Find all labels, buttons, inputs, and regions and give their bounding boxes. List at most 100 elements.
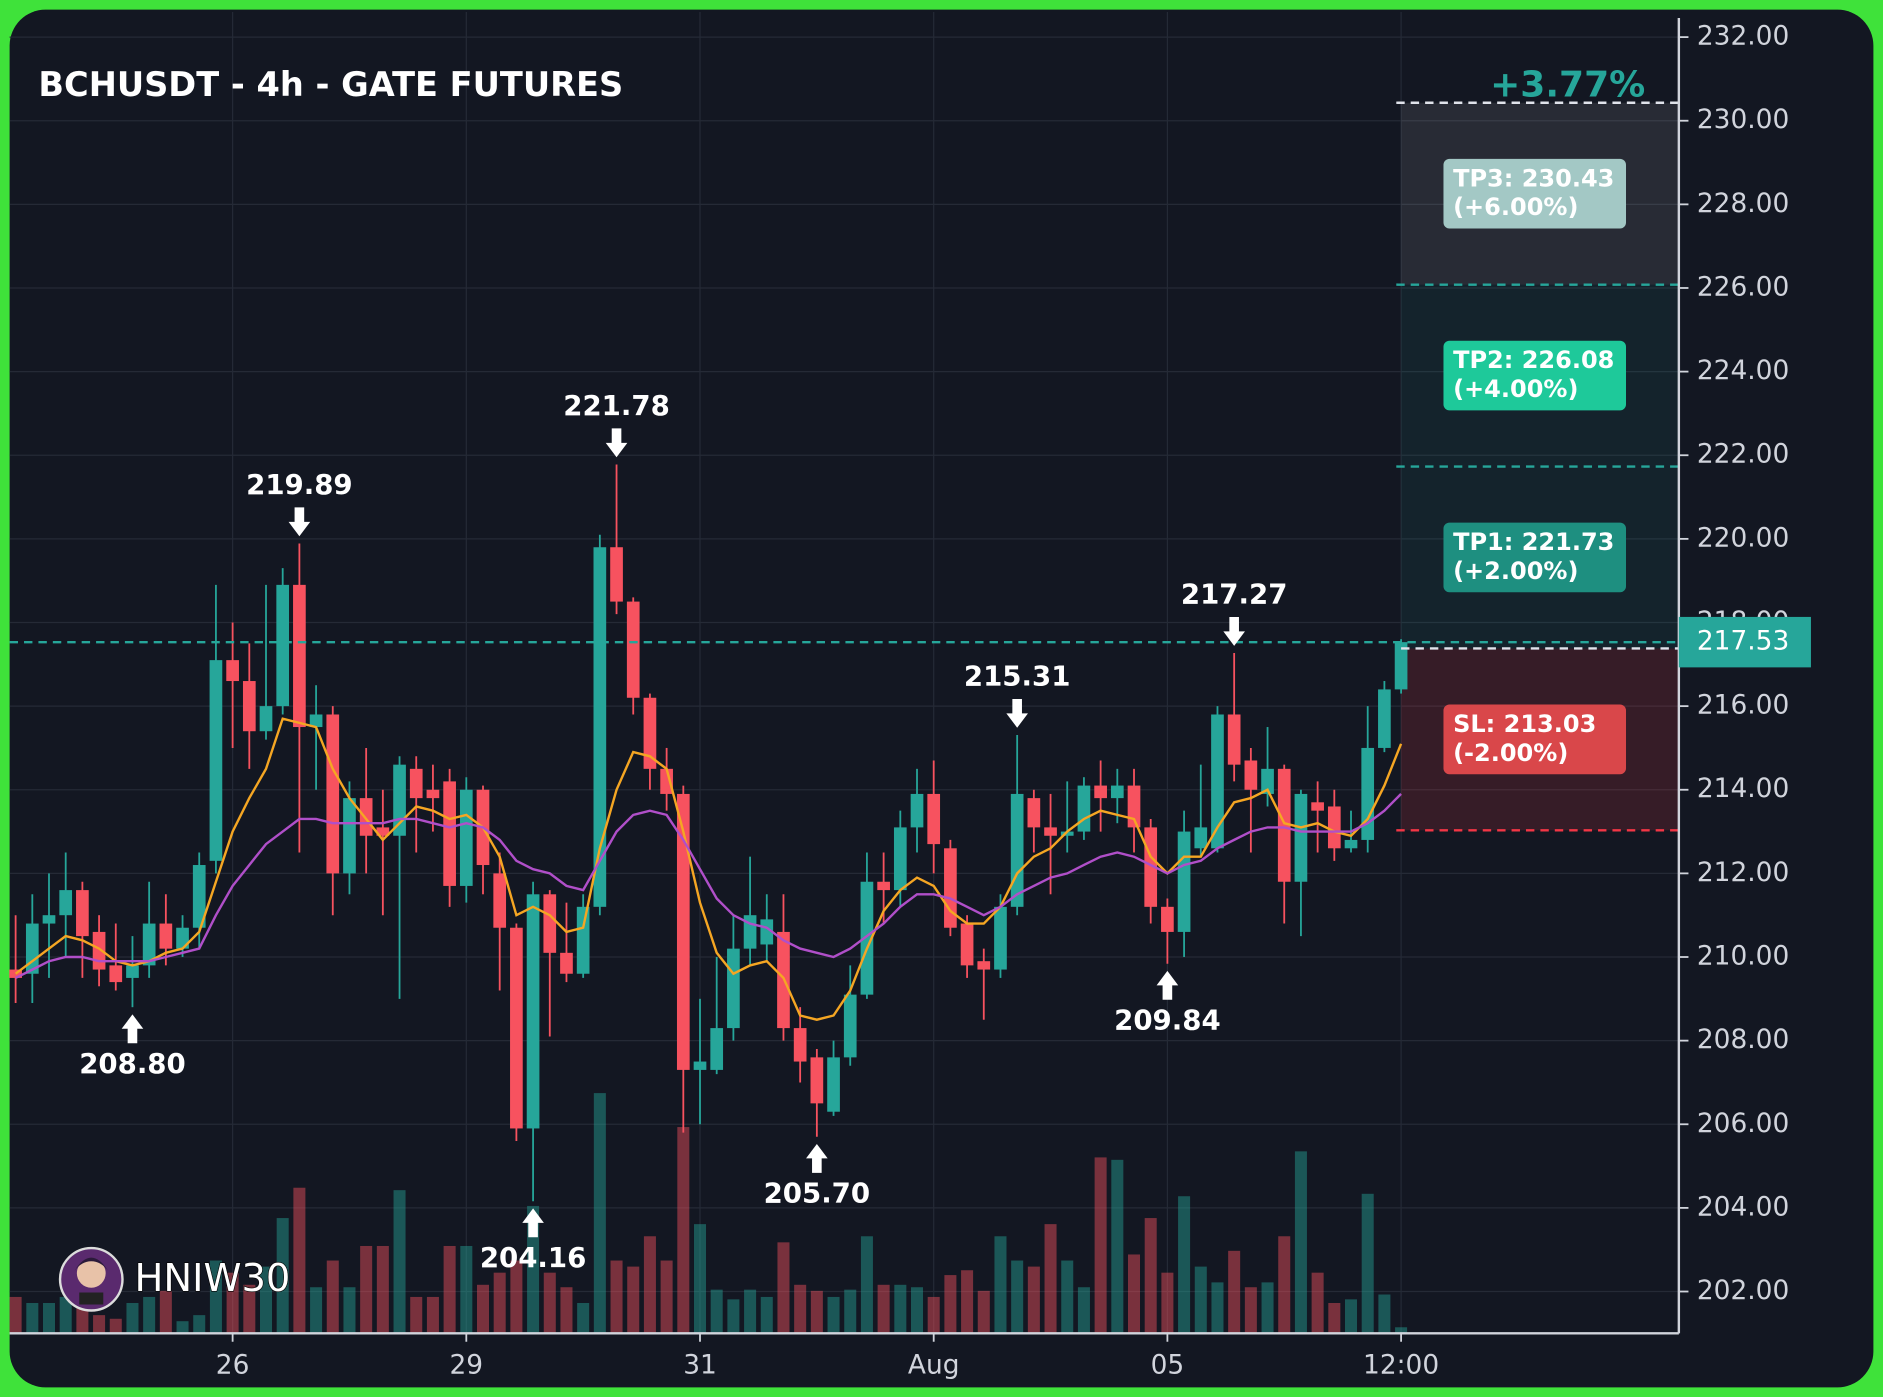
candle-body bbox=[927, 793, 941, 845]
volume-bar bbox=[443, 1245, 456, 1334]
annotation-label: 219.89 bbox=[246, 468, 353, 501]
candle-body bbox=[1227, 714, 1241, 765]
volume-bar bbox=[1228, 1250, 1241, 1334]
candle-body bbox=[1344, 839, 1358, 849]
volume-bar bbox=[1345, 1299, 1358, 1334]
volume-bar bbox=[1077, 1287, 1090, 1334]
y-tick-label: 216.00 bbox=[1697, 690, 1789, 721]
candle-body bbox=[960, 923, 974, 966]
candle-body bbox=[76, 890, 89, 937]
volume-bar bbox=[944, 1275, 957, 1334]
volume-bar bbox=[376, 1245, 389, 1334]
volume-bar bbox=[326, 1260, 339, 1334]
volume-bar bbox=[660, 1260, 673, 1334]
candle-body bbox=[126, 965, 139, 978]
volume-bar bbox=[827, 1296, 840, 1334]
volume-bar bbox=[360, 1245, 373, 1334]
volume-bar bbox=[1111, 1159, 1124, 1334]
last-price-label: 217.53 bbox=[1697, 626, 1789, 657]
volume-bar bbox=[577, 1303, 590, 1334]
candle-body bbox=[593, 547, 607, 907]
candle-body bbox=[42, 915, 56, 924]
candle-body bbox=[192, 865, 206, 928]
candle-body bbox=[59, 890, 73, 916]
target-label: TP2: 226.08 bbox=[1453, 346, 1614, 374]
chart-panel bbox=[9, 9, 1874, 1388]
volume-bar bbox=[460, 1245, 473, 1334]
volume-bar bbox=[927, 1296, 940, 1334]
candle-body bbox=[676, 793, 690, 1070]
candle-body bbox=[1378, 689, 1391, 748]
volume-bar bbox=[961, 1270, 974, 1334]
candle-body bbox=[1060, 831, 1074, 836]
volume-bar bbox=[527, 1205, 540, 1334]
volume-bar bbox=[844, 1289, 857, 1334]
candle-body bbox=[693, 1061, 707, 1070]
y-tick-label: 224.00 bbox=[1697, 355, 1789, 386]
candle-body bbox=[293, 584, 306, 728]
candle-body bbox=[643, 697, 657, 769]
candle-body bbox=[610, 547, 623, 602]
candle-body bbox=[626, 601, 640, 698]
volume-bar bbox=[176, 1321, 189, 1334]
candle-body bbox=[1311, 802, 1324, 811]
target-percent: (+2.00%) bbox=[1453, 557, 1578, 585]
watermark-avatar bbox=[58, 1246, 124, 1312]
volume-bar bbox=[426, 1296, 439, 1334]
candle-body bbox=[1211, 714, 1224, 849]
last-price-box bbox=[1678, 616, 1811, 668]
candle-body bbox=[426, 789, 440, 799]
volume-bar bbox=[343, 1287, 356, 1334]
candle-body bbox=[1361, 747, 1375, 840]
candle-body bbox=[1161, 906, 1174, 932]
candle-body bbox=[860, 881, 874, 995]
candle-body bbox=[810, 1057, 824, 1104]
volume-bar bbox=[610, 1260, 623, 1334]
volume-bar bbox=[293, 1187, 306, 1334]
candle-body bbox=[877, 881, 890, 891]
annotation-arrow bbox=[1006, 698, 1028, 728]
y-tick-label: 214.00 bbox=[1697, 773, 1789, 804]
candle-body bbox=[276, 584, 290, 707]
volume-bar bbox=[693, 1224, 707, 1334]
candle-body bbox=[159, 923, 173, 949]
volume-bar bbox=[777, 1242, 790, 1334]
y-tick-label: 208.00 bbox=[1697, 1024, 1789, 1055]
candle-body bbox=[443, 781, 456, 886]
candle-body bbox=[25, 923, 39, 974]
candle-body bbox=[1294, 793, 1308, 882]
volume-bar bbox=[510, 1260, 523, 1334]
volume-bar bbox=[1178, 1196, 1191, 1334]
candle-body bbox=[1327, 806, 1341, 849]
volume-bar bbox=[643, 1236, 656, 1334]
candle-body bbox=[526, 894, 540, 1129]
volume-bar bbox=[677, 1127, 690, 1334]
candle-body bbox=[994, 906, 1007, 970]
annotation-arrow bbox=[1223, 616, 1245, 646]
volume-bar bbox=[810, 1290, 823, 1334]
volume-bar bbox=[860, 1236, 873, 1334]
candle-body bbox=[259, 706, 273, 732]
target-label: TP1: 221.73 bbox=[1453, 528, 1614, 556]
volume-bar bbox=[493, 1272, 506, 1334]
candle-body bbox=[793, 1028, 807, 1062]
candle-body bbox=[760, 919, 774, 945]
volume-bar bbox=[894, 1284, 907, 1334]
candle-body bbox=[1110, 785, 1124, 799]
candle-body bbox=[1027, 798, 1041, 828]
volume-bar bbox=[26, 1303, 39, 1334]
candle-body bbox=[209, 660, 223, 861]
candle-body bbox=[1244, 760, 1258, 790]
y-tick-label: 202.00 bbox=[1697, 1275, 1789, 1306]
y-tick-label: 232.00 bbox=[1697, 21, 1789, 52]
candle-body bbox=[459, 789, 473, 886]
volume-bar bbox=[393, 1190, 406, 1334]
candle-body bbox=[142, 923, 156, 966]
candle-body bbox=[727, 948, 740, 1029]
volume-bar bbox=[1094, 1157, 1107, 1334]
stop-percent: (-2.00%) bbox=[1453, 739, 1568, 767]
volume-bar bbox=[543, 1272, 556, 1334]
y-tick-label: 204.00 bbox=[1697, 1191, 1789, 1222]
candle-body bbox=[893, 827, 907, 891]
